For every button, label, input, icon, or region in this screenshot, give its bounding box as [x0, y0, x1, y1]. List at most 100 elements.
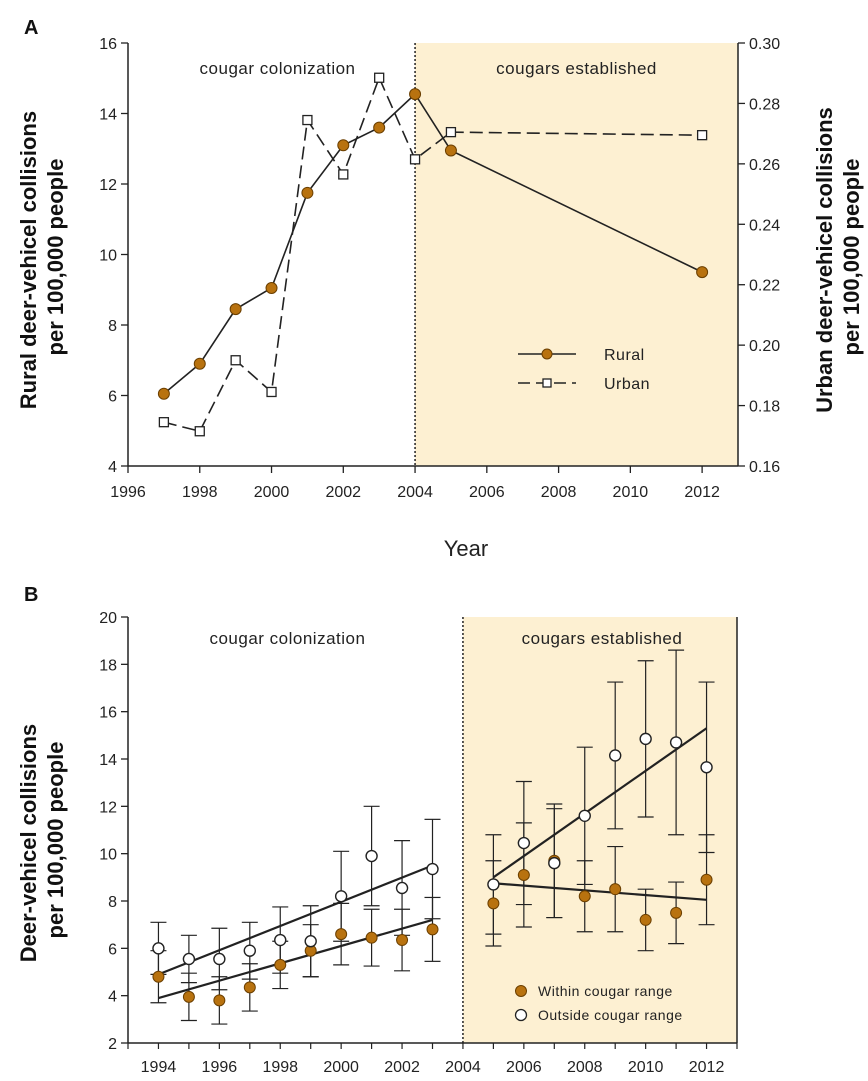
panel-a-urban-point [374, 72, 385, 83]
panel-a-x-tick-label: 2008 [541, 484, 577, 501]
panel-a-rural-point [444, 144, 457, 157]
panel-b-within-point [578, 890, 591, 903]
panel-a-x-tick-label: 1998 [182, 484, 218, 501]
panel-a-right-tick-label: 0.30 [749, 36, 780, 53]
panel-a-rural-point [337, 139, 350, 152]
panel-b-y-tick-label: 10 [99, 847, 117, 864]
panel-b-outside-point [213, 952, 226, 966]
panel-b-within-point [426, 923, 439, 936]
panel-a-urban-point [266, 386, 277, 398]
legend-rural-marker [541, 348, 553, 360]
panel-a-urban-point [445, 126, 457, 138]
panel-a-rural-point [193, 357, 206, 370]
panel-b-y-tick-label: 2 [108, 1036, 117, 1053]
panel-b-x-tick-label: 2012 [689, 1059, 725, 1076]
panel-b-trend-line [158, 918, 433, 1000]
panel-b-y-axis-title-line1: Deer-vehicel collisions [16, 724, 41, 962]
panel-a-series-markers [157, 72, 709, 437]
panel-a-rural-point [409, 88, 422, 101]
panel-a-x-tick-label: 2004 [397, 484, 433, 501]
legend-rural-label: Rural [604, 347, 645, 364]
panel-b-y-tick-label: 6 [108, 941, 117, 958]
panel-b-y-axis-title: Deer-vehicel collisions per 100,000 peop… [16, 718, 68, 963]
panel-b-y-tick-label: 18 [99, 657, 117, 674]
panel-b-outside-point [700, 761, 713, 774]
panel-a-left-tick-label: 12 [99, 177, 117, 194]
legend-urban-marker [542, 378, 552, 388]
panel-b-within-point [335, 928, 348, 941]
panel-b-legend: Within cougar range Outside cougar range [514, 983, 682, 1023]
panel-b-trend-lines [158, 727, 708, 1000]
panel-b-within-point [365, 931, 378, 944]
panel-b-within-point [274, 958, 287, 971]
panel-a-urban-point [696, 130, 708, 141]
panel-b-outside-point [182, 952, 196, 966]
panel-b-x-tick-label: 2006 [506, 1059, 542, 1076]
panel-b-within-point [396, 934, 409, 947]
panel-a-x-tick-label: 2010 [613, 484, 649, 501]
panel-b-outside-point [578, 809, 591, 822]
panel-b-outside-point [487, 878, 500, 891]
panel-b-x-tick-label: 1994 [141, 1059, 177, 1076]
panel-a-rural-point [157, 387, 170, 400]
panel-a-right-tick-label: 0.28 [749, 96, 780, 113]
panel-b-outside-point [426, 862, 439, 876]
panel-b-x-tick-label: 2008 [567, 1059, 603, 1076]
panel-b-outside-point [334, 890, 348, 903]
panel-a-region-colonization: cougar colonization [200, 59, 356, 78]
panel-b-trend-line [493, 882, 707, 901]
panel-b-axes: 2 4 6 8 10 12 14 16 18 20 1994 1996 1998 2000 2002 2004… [99, 610, 738, 1076]
panel-a-rural-point [373, 121, 386, 134]
panel-b-x-tick-label: 2002 [384, 1059, 420, 1076]
panel-b-x-tick-label: 2004 [445, 1059, 481, 1076]
panel-b-y-tick-label: 12 [99, 799, 117, 816]
panel-a-urban-point [194, 426, 205, 437]
panel-b-within-point [517, 868, 530, 881]
panel-b-y-tick-label: 16 [99, 705, 117, 722]
panel-b-outside-point [304, 935, 317, 948]
panel-b-x-tick-label: 2010 [628, 1059, 664, 1076]
panel-a-left-tick-label: 14 [99, 107, 117, 124]
panel-a-rural-point [696, 266, 709, 279]
panel-a-right-tick-label: 0.24 [749, 217, 780, 234]
panel-b-x-tick-label: 2000 [323, 1059, 359, 1076]
panel-b-y-tick-label: 14 [99, 752, 117, 769]
panel-b-region-colonization: cougar colonization [209, 629, 365, 648]
panel-b-within-point [152, 970, 165, 983]
panel-b: B cougar colonization cougars establishe… [16, 584, 738, 1076]
panel-a-x-tick-label: 1996 [110, 484, 146, 501]
panel-a-rural-line [163, 92, 703, 395]
panel-a-left-tick-label: 6 [108, 389, 117, 406]
panel-a-rural-point [301, 186, 314, 199]
panel-b-established-shading [462, 617, 737, 1043]
panel-b-outside-point [243, 944, 257, 957]
legend-within-label: Within cougar range [538, 983, 673, 999]
panel-a-left-axis-title-line2: per 100,000 people [43, 159, 68, 356]
legend-urban-label: Urban [604, 376, 650, 393]
panel-a-x-tick-label: 2000 [254, 484, 290, 501]
panel-a-left-tick-label: 16 [99, 36, 117, 53]
panel-b-within-point [670, 906, 683, 919]
panel-b-y-tick-label: 20 [99, 610, 117, 627]
panel-b-x-tick-label: 1996 [202, 1059, 238, 1076]
panel-b-outside-point [548, 856, 561, 870]
panel-a-left-tick-label: 4 [108, 459, 117, 476]
panel-a-right-tick-label: 0.16 [749, 459, 780, 476]
panel-a-left-axis-title-line1: Rural deer-vehicel collisions [16, 111, 41, 409]
panel-b-within-point [639, 913, 652, 926]
panel-b-within-point [243, 981, 256, 994]
panel-a-right-tick-label: 0.18 [749, 399, 780, 416]
panel-a-right-tick-label: 0.22 [749, 278, 780, 295]
panel-a-right-axis-title-line1: Urban deer-vehicel collisions [812, 107, 837, 413]
panel-b-x-tick-label: 1998 [262, 1059, 298, 1076]
panel-a-urban-line [163, 75, 703, 433]
panel-a-axes: 4 6 8 10 12 14 16 0.16 0.18 0.20 0.22 0.24 0.26 0.28 0… [99, 36, 780, 501]
panel-b-region-established: cougars established [522, 629, 683, 648]
legend-within-marker [515, 985, 527, 997]
panel-b-outside-point [274, 933, 287, 947]
panel-a-x-tick-label: 2002 [325, 484, 361, 501]
panel-a-letter: A [24, 17, 38, 39]
panel-a-right-tick-label: 0.26 [749, 157, 780, 174]
panel-a-x-tick-label: 2012 [684, 484, 720, 501]
